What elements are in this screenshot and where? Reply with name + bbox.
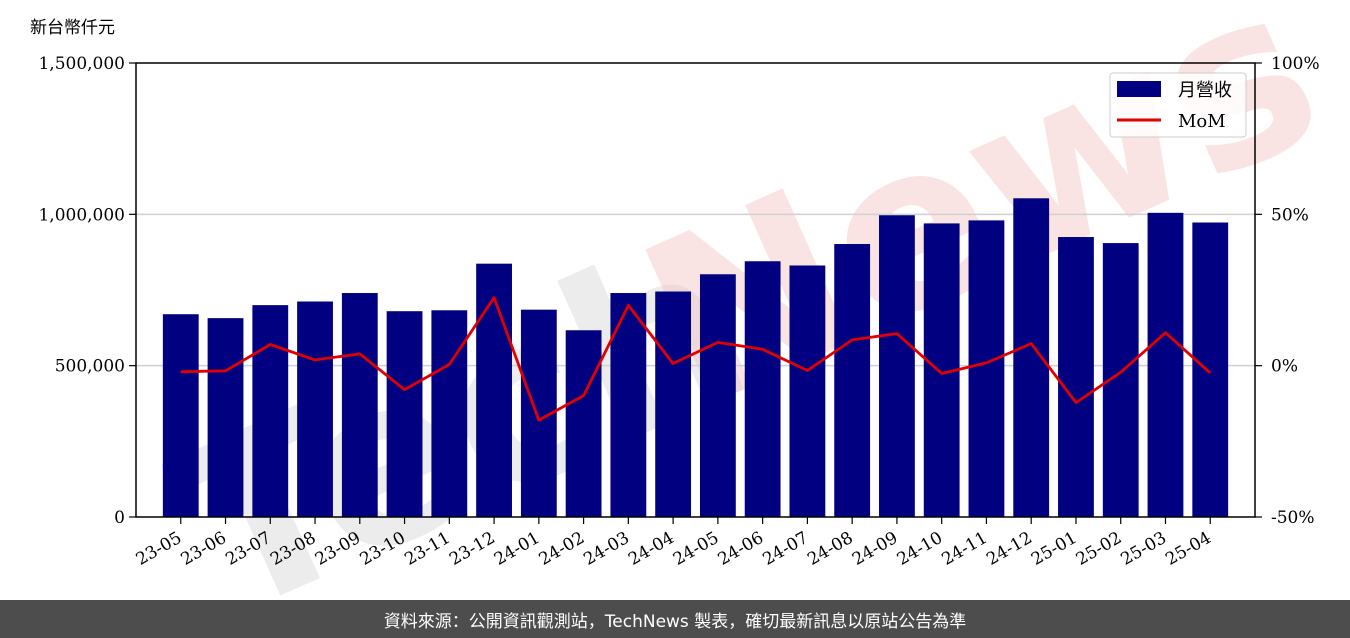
x-tick-label-23-05: 23-05 <box>133 528 185 570</box>
legend: 月營收 MoM <box>1109 72 1247 138</box>
bar-25-01 <box>1058 237 1094 518</box>
bar-24-04 <box>655 291 692 517</box>
bar-23-05 <box>162 314 199 517</box>
left-tick-label-1: 500,000 <box>55 357 125 377</box>
left-tick-label-3: 1,500,000 <box>38 54 125 74</box>
bar-24-05 <box>699 274 736 517</box>
mom-line <box>180 296 1212 422</box>
legend-line-label: MoM <box>1178 111 1226 132</box>
right-tick-label-2: 50% <box>1271 205 1309 225</box>
bar-23-12 <box>476 263 512 517</box>
right-tick-label-0: -50% <box>1271 508 1315 528</box>
x-tick-label-24-10: 24-10 <box>894 528 946 570</box>
bar-series <box>162 198 1229 518</box>
x-tick-label-25-01: 25-01 <box>1028 528 1080 570</box>
right-tick-label-1: 0% <box>1271 357 1298 377</box>
plot-frame <box>135 62 1256 518</box>
bar-23-07 <box>252 305 289 517</box>
bar-24-03 <box>610 293 647 517</box>
legend-bar-swatch <box>1117 81 1161 97</box>
x-tick-label-25-04: 25-04 <box>1162 528 1214 570</box>
bar-23-06 <box>207 318 244 517</box>
footer-source-note: 資料來源：公開資訊觀測站，TechNews 製表，確切最新訊息以原站公告為準 <box>0 600 1350 638</box>
x-tick-label-24-05: 24-05 <box>670 528 722 570</box>
x-tick-label-24-04: 24-04 <box>625 528 677 570</box>
bar-24-07 <box>789 265 826 517</box>
bar-23-08 <box>297 301 333 517</box>
x-tick-label-24-03: 24-03 <box>580 528 632 570</box>
legend-bar-label: 月營收 <box>1178 80 1232 101</box>
bar-24-02 <box>565 330 602 517</box>
x-tick-label-24-09: 24-09 <box>849 528 901 570</box>
left-tick-label-2: 1,000,000 <box>38 205 125 225</box>
x-tick-label-25-03: 25-03 <box>1118 528 1170 570</box>
left-tick-label-0: 0 <box>114 508 125 528</box>
bar-23-11 <box>431 310 468 517</box>
line-series <box>180 296 1212 422</box>
bar-24-11 <box>968 220 1005 518</box>
x-tick-label-25-02: 25-02 <box>1073 528 1125 570</box>
bar-24-06 <box>744 261 781 517</box>
x-tick-label-24-08: 24-08 <box>804 528 856 570</box>
bar-23-10 <box>386 311 423 517</box>
right-axis: -50% 0% 50% 100% <box>1255 54 1320 528</box>
footer-text: 資料來源：公開資訊觀測站，TechNews 製表，確切最新訊息以原站公告為準 <box>383 611 967 632</box>
bar-23-09 <box>341 293 378 517</box>
bar-24-12 <box>1013 198 1050 518</box>
x-tick-label-24-12: 24-12 <box>983 528 1035 570</box>
x-tick-label-24-06: 24-06 <box>715 528 767 570</box>
bar-25-03 <box>1147 212 1184 517</box>
left-axis: 0 500,000 1,000,000 1,500,000 <box>38 54 136 528</box>
bar-24-08 <box>834 243 871 517</box>
bar-25-04 <box>1192 222 1229 517</box>
x-tick-label-24-07: 24-07 <box>759 528 811 570</box>
bar-24-09 <box>879 215 915 517</box>
right-tick-label-3: 100% <box>1271 54 1320 74</box>
x-tick-label-24-11: 24-11 <box>938 528 990 570</box>
y-unit-label: 新台幣仟元 <box>30 18 115 38</box>
